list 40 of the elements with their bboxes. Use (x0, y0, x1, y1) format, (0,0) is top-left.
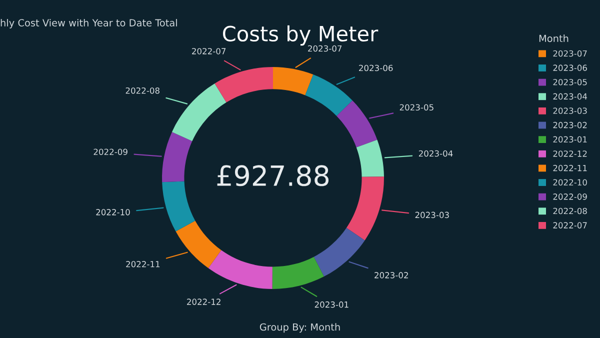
legend-label: 2023-02 (553, 122, 587, 128)
slice-label: 2022-07 (192, 48, 226, 54)
legend-label: 2023-03 (553, 108, 587, 114)
chart-title: Costs by Meter (223, 25, 378, 46)
slice-label: 2022-08 (126, 87, 160, 94)
donut-slice (305, 74, 352, 116)
slice-label: 2022-11 (126, 261, 160, 268)
slice-label: 2022-09 (94, 148, 128, 156)
slice-label: 2023-07 (308, 45, 342, 52)
legend-title: Month (539, 34, 568, 42)
text: hly Cost View with Year to Date Total (0, 18, 177, 28)
legend-label: 2023-07 (553, 50, 587, 57)
slice-label: 2023-04 (418, 150, 453, 157)
legend-label: 2023-06 (553, 64, 587, 71)
legend-label: 2023-04 (553, 93, 588, 100)
donut-slice (314, 228, 365, 277)
donut-slice (356, 140, 384, 177)
legend-label: 2023-05 (553, 78, 587, 86)
slice-label: 2023-03 (415, 212, 449, 218)
donut-slice (176, 220, 222, 268)
slice-label: 2023-01 (314, 301, 348, 308)
legend-label: 2022-11 (553, 164, 587, 172)
legend-label: 2023-01 (553, 136, 587, 143)
slice-label: 2023-06 (359, 64, 393, 72)
slice-label: 2022-10 (96, 209, 130, 216)
slice-label: 2023-05 (400, 104, 434, 111)
donut-slice (162, 181, 196, 232)
slice-label: 2023-02 (374, 272, 408, 278)
legend-label: 2022-07 (553, 222, 587, 228)
legend-label: 2022-12 (553, 150, 587, 157)
donut-slice (346, 176, 384, 240)
legend-label: 2022-09 (553, 194, 587, 200)
text: £927.88 (217, 165, 329, 186)
legend-label: 2022-08 (553, 208, 587, 214)
legend-label: 2022-10 (553, 179, 587, 186)
text: Group By: Month (260, 323, 340, 333)
slice-label: 2022-12 (187, 298, 220, 305)
donut-slice (336, 100, 378, 148)
donut-slice (172, 83, 226, 142)
donut-slice (162, 132, 192, 182)
